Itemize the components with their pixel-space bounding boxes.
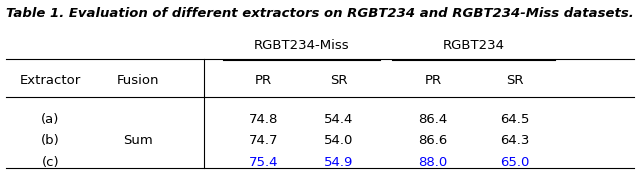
Text: Extractor: Extractor [20, 74, 81, 87]
Text: PR: PR [424, 74, 442, 87]
Text: 65.0: 65.0 [500, 156, 529, 169]
Text: 54.0: 54.0 [324, 134, 353, 147]
Text: RGBT234-Miss: RGBT234-Miss [253, 39, 349, 52]
Text: 74.8: 74.8 [249, 113, 278, 126]
Text: (c): (c) [42, 156, 59, 169]
Text: 54.4: 54.4 [324, 113, 353, 126]
Text: Sum: Sum [124, 134, 153, 147]
Text: 54.9: 54.9 [324, 156, 353, 169]
Text: 86.4: 86.4 [419, 113, 447, 126]
Text: PR: PR [255, 74, 272, 87]
Text: Table 1. Evaluation of different extractors on RGBT234 and RGBT234-Miss datasets: Table 1. Evaluation of different extract… [6, 7, 634, 20]
Text: SR: SR [506, 74, 523, 87]
Text: Fusion: Fusion [117, 74, 159, 87]
Text: 74.7: 74.7 [249, 134, 278, 147]
Text: 64.3: 64.3 [500, 134, 529, 147]
Text: SR: SR [330, 74, 348, 87]
Text: RGBT234: RGBT234 [443, 39, 505, 52]
Text: 88.0: 88.0 [419, 156, 447, 169]
Text: 86.6: 86.6 [419, 134, 447, 147]
Text: 75.4: 75.4 [249, 156, 278, 169]
Text: (a): (a) [41, 113, 60, 126]
Text: (b): (b) [41, 134, 60, 147]
Text: 64.5: 64.5 [500, 113, 529, 126]
